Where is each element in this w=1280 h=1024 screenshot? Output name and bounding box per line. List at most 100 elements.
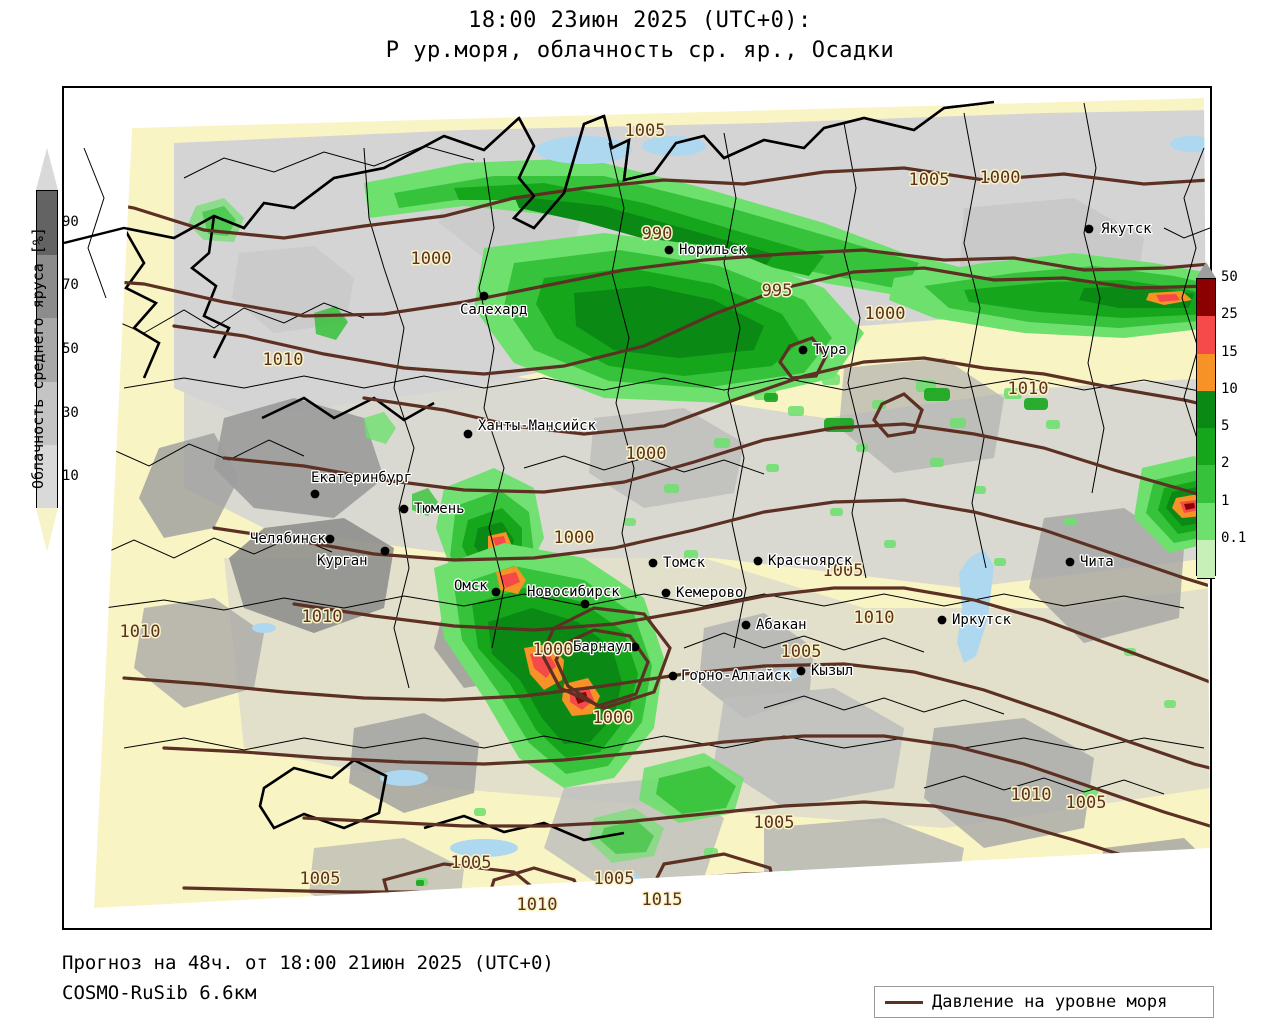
city-marker [380,546,390,556]
isobar-label-group: 1005 1005 1000 990 1000 995 1000 1010 1010 1000 10… [118,120,1108,917]
city-label: Екатеринбург [311,470,412,486]
city-label: Иркутск [952,612,1012,628]
map-canvas[interactable]: 1005 1005 1000 990 1000 995 1000 1010 1010 1000 10… [62,86,1212,930]
precip-colorbar-segment [1197,279,1215,318]
outside-domain-coast [64,100,995,245]
isobar-label: 1010 [263,350,304,370]
city-label: Якутск [1101,221,1152,237]
city-layer: Якутск Норильск Тура Салехард Ханты-Мансийск… [249,220,1154,686]
admin-borders [94,102,1205,795]
isobar-label: 1005 [451,853,492,873]
isobar-contours [94,166,1210,908]
precip-colorbar-segment [1197,316,1215,355]
pressure-legend-line [885,1000,923,1004]
city-marker [1084,224,1094,234]
isobar-label: 1000 [865,304,906,324]
precip-colorbar[interactable] [1196,262,1216,592]
isobar-label: 1000 [626,444,667,464]
isobar-label: 1010 [1011,785,1052,805]
city-marker [798,345,808,355]
map-svg: 1005 1005 1000 990 1000 995 1000 1010 1010 1000 10… [64,88,1210,928]
isobar-label: 990 [642,224,673,244]
isobar-label: 1010 [1008,379,1049,399]
city-label: Тюмень [414,501,465,517]
isobar-label: 1010 [517,895,558,915]
outside-domain-borders [83,147,1210,449]
precip-colorbar-segment [1197,428,1215,467]
precip-colorbar-tick: 2 [1221,455,1230,472]
city-marker [1065,557,1075,567]
model-domain [94,98,1210,908]
precip-colorbar-tick: 15 [1221,343,1238,360]
city-marker [580,599,590,609]
precip-colorbar-tick: 10 [1221,380,1238,397]
model-name: COSMO-RuSib 6.6км [62,982,257,1004]
city-marker [753,556,763,566]
isobar-label: 1000 [593,708,634,728]
city-label: Чита [1080,554,1114,570]
precip-colorbar-tick: 50 [1221,269,1238,285]
precip-colorbar-tick: 5 [1221,418,1230,434]
isobar-label: 1010 [302,607,343,627]
city-label: Ханты-Мансийск [478,418,597,434]
isobar-label: 1000 [980,168,1021,188]
city-label: Красноярск [768,553,853,569]
page-title: 18:00 23июн 2025 (UTC+0): P ур.моря, обл… [0,6,1280,66]
city-label: Горно-Алтайск [681,668,791,684]
precip-colorbar-segment [1197,353,1215,393]
isobar-label: 1005 [781,642,822,662]
city-marker [630,642,640,652]
isobar-label: 1005 [300,869,341,889]
precip-colorbar-tick: 0.1 [1221,529,1247,546]
precip-colorbar-segment [1197,390,1215,430]
city-marker [648,558,658,568]
pressure-legend: Давление на уровне моря [874,986,1214,1018]
city-label: Кемерово [676,585,743,601]
map-layers [64,98,1210,908]
city-label: Томск [663,555,706,571]
precip-colorbar-segment [1197,502,1215,542]
cloud-colorbar-tick: 10 [62,468,79,485]
city-label: Курган [317,553,368,569]
pressure-legend-label: Давление на уровне моря [932,992,1168,1012]
cloud-colorbar-tick: 50 [62,341,79,357]
precip-colorbar-segment [1197,465,1215,504]
precip-colorbar-tick: 25 [1221,306,1238,323]
city-marker [661,588,671,598]
cloud-colorbar-tick: 30 [62,404,79,421]
city-marker [491,587,501,597]
city-label: Абакан [756,617,807,633]
city-marker [668,671,678,681]
precip-colorbar-body [1196,278,1216,579]
footer-text: Прогноз на 48ч. от 18:00 21июн 2025 (UTC… [62,948,554,1008]
precip-colorbar-tick: 1 [1221,492,1230,509]
precip-colorbar-segment [1197,539,1215,579]
isobar-label: 1010 [854,608,895,628]
title-line-1: 18:00 23июн 2025 (UTC+0): [468,8,812,33]
city-label: Норильск [679,242,747,258]
city-marker [664,245,674,255]
isobar-label: 995 [762,281,793,301]
cloud-colorbar-tick: 70 [62,277,79,294]
city-label: Кызыл [811,663,853,679]
city-label: Салехард [460,302,527,318]
isobar-label: 1000 [411,249,452,269]
city-marker [479,291,489,301]
city-label: Омск [454,578,488,594]
city-label: Новосибирск [527,584,620,600]
isobar-label: 1005 [823,561,864,581]
cloud-colorbar-top-arrow [36,148,58,190]
city-marker [937,615,947,625]
city-label: Барнаул [573,639,632,655]
cloud-colorbar[interactable] [36,148,58,552]
isobar-label: 1000 [533,640,574,660]
title-line-2: P ур.моря, облачность ср. яр., Осадки [385,38,895,63]
water-bodies [252,136,1210,884]
cloud-colorbar-body [36,190,58,510]
isobar-label: 1005 [594,869,635,889]
cloud-colorbar-tick: 90 [62,213,79,230]
precip-colorbar-top-arrow [1196,262,1216,278]
city-label: Тура [813,342,847,358]
city-marker [310,489,320,499]
